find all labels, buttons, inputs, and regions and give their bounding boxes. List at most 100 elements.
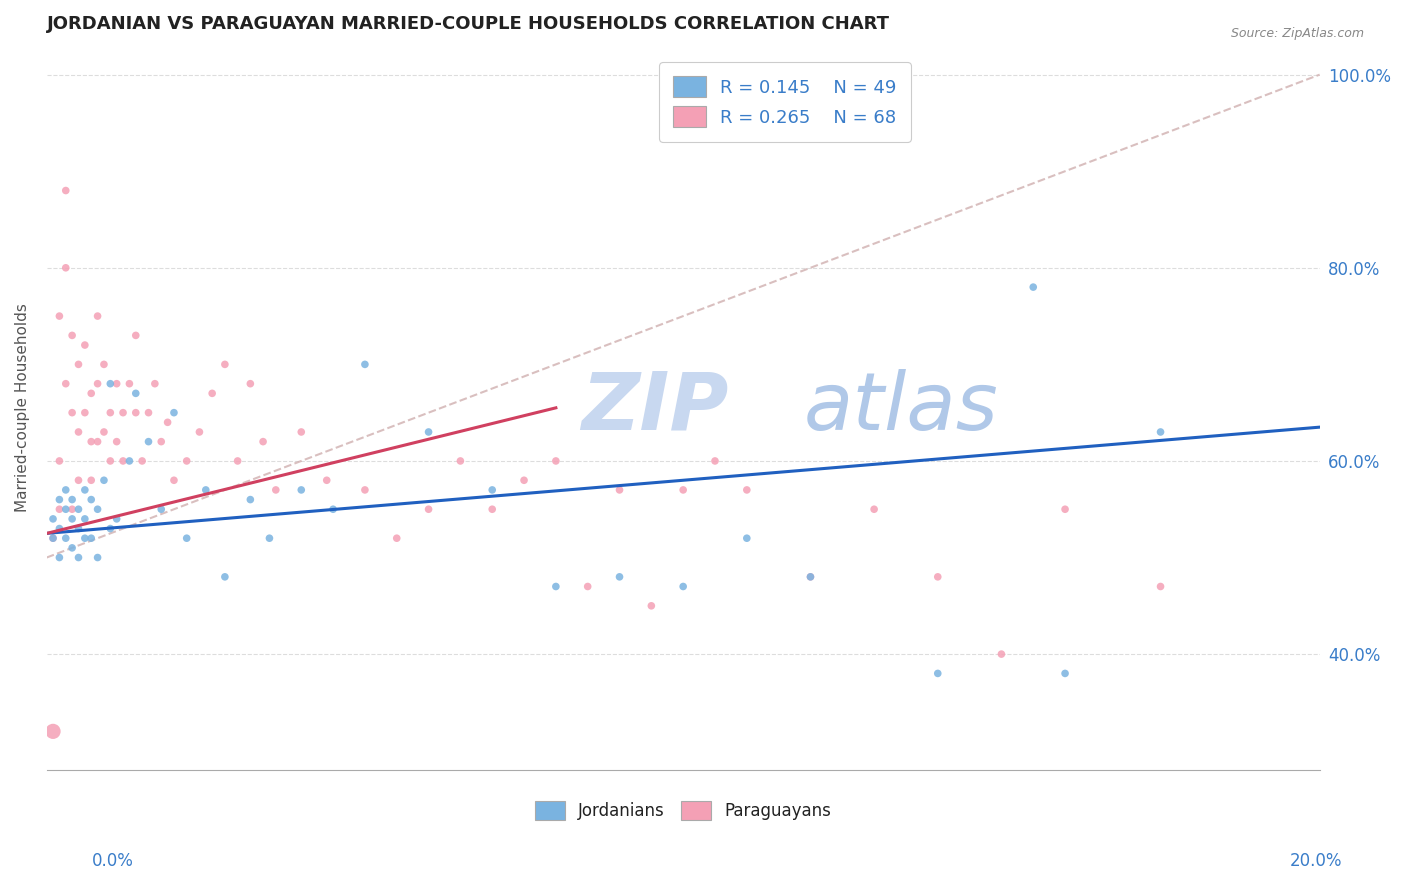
Point bbox=[1022, 280, 1045, 294]
Point bbox=[188, 425, 211, 439]
Point bbox=[1149, 425, 1171, 439]
Point bbox=[799, 570, 821, 584]
Point bbox=[640, 599, 662, 613]
Point bbox=[80, 531, 103, 545]
Point bbox=[927, 570, 949, 584]
Point bbox=[163, 473, 186, 487]
Point bbox=[259, 531, 281, 545]
Point bbox=[799, 570, 821, 584]
Point bbox=[60, 328, 83, 343]
Point bbox=[55, 184, 77, 198]
Point bbox=[194, 483, 217, 497]
Point bbox=[86, 434, 108, 449]
Point bbox=[105, 376, 128, 391]
Point bbox=[86, 376, 108, 391]
Point bbox=[239, 376, 262, 391]
Point bbox=[86, 502, 108, 516]
Point bbox=[290, 425, 312, 439]
Point bbox=[80, 386, 103, 401]
Point bbox=[48, 550, 70, 565]
Point bbox=[86, 550, 108, 565]
Point bbox=[290, 483, 312, 497]
Point bbox=[201, 386, 224, 401]
Point bbox=[73, 406, 96, 420]
Point bbox=[156, 415, 179, 429]
Point bbox=[481, 483, 503, 497]
Point bbox=[990, 647, 1012, 661]
Point bbox=[80, 492, 103, 507]
Point bbox=[67, 522, 90, 536]
Point bbox=[48, 454, 70, 468]
Point bbox=[544, 580, 567, 594]
Point bbox=[176, 454, 198, 468]
Point bbox=[322, 502, 344, 516]
Point bbox=[163, 406, 186, 420]
Point bbox=[67, 357, 90, 371]
Point bbox=[385, 531, 408, 545]
Point bbox=[98, 376, 121, 391]
Point bbox=[55, 260, 77, 275]
Point bbox=[672, 483, 695, 497]
Point bbox=[354, 483, 377, 497]
Point bbox=[150, 434, 173, 449]
Text: ZIP: ZIP bbox=[581, 368, 728, 447]
Point bbox=[704, 454, 727, 468]
Point bbox=[252, 434, 274, 449]
Point bbox=[609, 570, 631, 584]
Point bbox=[48, 492, 70, 507]
Point bbox=[131, 454, 153, 468]
Point bbox=[354, 357, 377, 371]
Point bbox=[226, 454, 249, 468]
Text: 0.0%: 0.0% bbox=[91, 852, 134, 870]
Point bbox=[513, 473, 536, 487]
Point bbox=[214, 570, 236, 584]
Point bbox=[86, 309, 108, 323]
Point bbox=[125, 406, 148, 420]
Point bbox=[60, 492, 83, 507]
Text: Source: ZipAtlas.com: Source: ZipAtlas.com bbox=[1230, 27, 1364, 40]
Point bbox=[214, 357, 236, 371]
Point bbox=[67, 502, 90, 516]
Point bbox=[67, 473, 90, 487]
Point bbox=[1054, 502, 1077, 516]
Point bbox=[73, 512, 96, 526]
Point bbox=[60, 406, 83, 420]
Point bbox=[80, 434, 103, 449]
Point bbox=[239, 492, 262, 507]
Point bbox=[125, 386, 148, 401]
Y-axis label: Married-couple Households: Married-couple Households bbox=[15, 303, 30, 512]
Point bbox=[98, 406, 121, 420]
Point bbox=[143, 376, 166, 391]
Point bbox=[576, 580, 599, 594]
Point bbox=[48, 502, 70, 516]
Point bbox=[105, 434, 128, 449]
Point bbox=[863, 502, 886, 516]
Point bbox=[80, 473, 103, 487]
Point bbox=[73, 483, 96, 497]
Point bbox=[55, 502, 77, 516]
Point bbox=[60, 502, 83, 516]
Point bbox=[60, 541, 83, 555]
Point bbox=[48, 309, 70, 323]
Text: 20.0%: 20.0% bbox=[1291, 852, 1343, 870]
Point bbox=[264, 483, 287, 497]
Point bbox=[73, 338, 96, 352]
Point bbox=[927, 666, 949, 681]
Point bbox=[48, 522, 70, 536]
Point bbox=[118, 454, 141, 468]
Point bbox=[42, 512, 65, 526]
Point bbox=[544, 454, 567, 468]
Point bbox=[176, 531, 198, 545]
Text: atlas: atlas bbox=[804, 368, 998, 447]
Point bbox=[93, 357, 115, 371]
Point bbox=[42, 531, 65, 545]
Point bbox=[672, 580, 695, 594]
Point bbox=[1054, 666, 1077, 681]
Point bbox=[67, 550, 90, 565]
Point bbox=[55, 531, 77, 545]
Point bbox=[150, 502, 173, 516]
Point bbox=[418, 425, 440, 439]
Point bbox=[105, 512, 128, 526]
Point bbox=[93, 425, 115, 439]
Point bbox=[67, 425, 90, 439]
